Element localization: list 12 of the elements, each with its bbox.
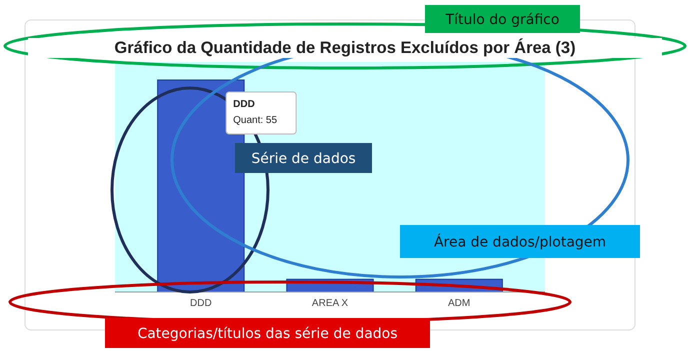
callout-label: Área de dados/plotagem (400, 225, 640, 258)
callout-label: Série de dados (235, 143, 372, 173)
callout-label: Título do gráfico (425, 5, 580, 33)
x-tick-label: AREA X (312, 298, 348, 309)
x-tick-label: ADM (448, 298, 470, 309)
chart-title: Gráfico da Quantidade de Registros Excluídos por Área (3) (114, 38, 576, 57)
tooltip-box: DDD Quant: 55 (226, 92, 297, 134)
callout-label: Categorias/títulos das série de dados (105, 318, 430, 348)
annotation: DDD Quant: 55 (233, 99, 278, 126)
annotation: Área de dados/plotagem (434, 234, 606, 250)
x-tick-label: DDD (190, 298, 212, 309)
annotation: Série de dados (251, 151, 356, 167)
